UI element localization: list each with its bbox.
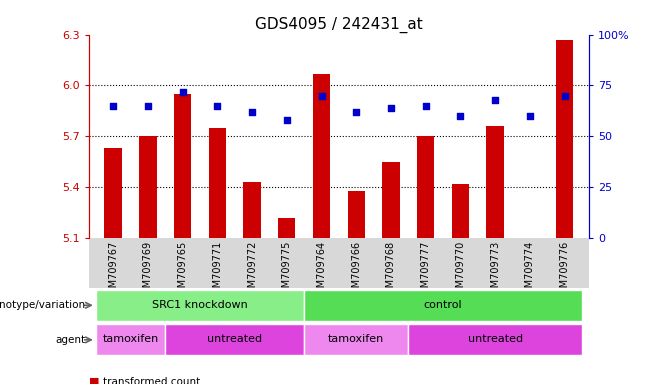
Text: tamoxifen: tamoxifen [328,334,384,344]
Text: GSM709767: GSM709767 [108,240,118,300]
Text: GSM709776: GSM709776 [559,240,570,300]
Bar [139,136,157,238]
Point [420,103,431,109]
Bar [209,128,226,238]
Text: GSM709772: GSM709772 [247,240,257,300]
Point [455,113,466,119]
Bar [313,74,330,238]
Bar [174,94,191,238]
Point [178,88,188,94]
Title: GDS4095 / 242431_at: GDS4095 / 242431_at [255,17,422,33]
Point [316,93,327,99]
Text: control: control [424,300,463,310]
Text: SRC1 knockdown: SRC1 knockdown [152,300,248,310]
Text: GSM709764: GSM709764 [316,240,326,300]
Bar [452,184,469,238]
Bar [556,40,573,238]
Bar [382,162,399,238]
Point [386,105,396,111]
Point [247,109,257,115]
Text: untreated: untreated [468,334,522,344]
Text: GSM709771: GSM709771 [213,240,222,300]
Point [282,117,292,123]
Bar [278,218,295,238]
Text: GSM709773: GSM709773 [490,240,500,300]
Text: GSM709766: GSM709766 [351,240,361,300]
Point [108,103,118,109]
Text: untreated: untreated [207,334,263,344]
Bar [417,136,434,238]
Text: agent: agent [55,335,86,345]
Bar [243,182,261,238]
Text: GSM709769: GSM709769 [143,240,153,300]
Text: transformed count: transformed count [103,377,201,384]
Bar [486,126,504,238]
Point [559,93,570,99]
Point [351,109,361,115]
Bar [304,324,409,356]
Point [212,103,222,109]
Bar [96,324,165,356]
Text: genotype/variation: genotype/variation [0,300,86,310]
Text: GSM709768: GSM709768 [386,240,396,300]
Text: GSM709775: GSM709775 [282,240,291,300]
Text: GSM709770: GSM709770 [455,240,465,300]
Point [143,103,153,109]
Bar [304,290,582,321]
Text: tamoxifen: tamoxifen [103,334,159,344]
Point [490,97,500,103]
Bar [347,190,365,238]
Text: ■: ■ [89,377,99,384]
Text: GSM709774: GSM709774 [525,240,535,300]
Bar [96,290,304,321]
Bar [165,324,304,356]
Bar [409,324,582,356]
Point [524,113,535,119]
Bar [105,148,122,238]
Text: GSM709777: GSM709777 [420,240,431,300]
Text: GSM709765: GSM709765 [178,240,188,300]
